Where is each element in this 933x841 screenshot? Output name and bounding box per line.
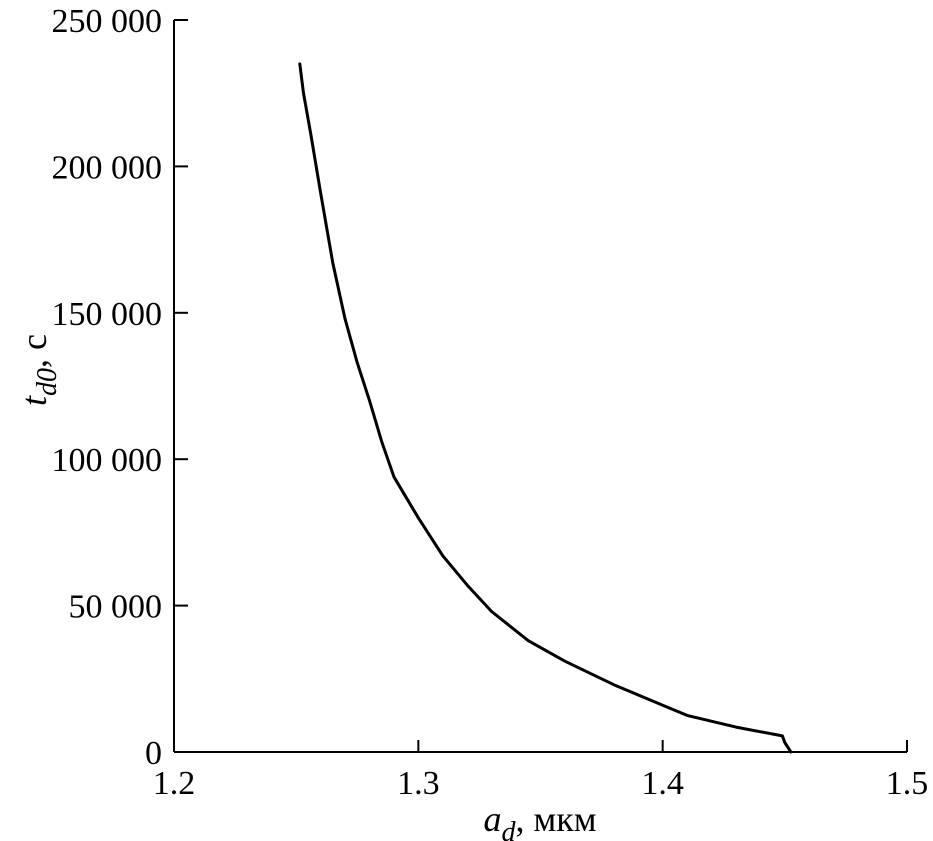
x-axis-label-symbol: a [483,799,501,839]
y-tick-label: 50 000 [69,589,163,626]
x-tick-label: 1.5 [886,765,929,802]
y-axis-label-symbol: t [14,395,54,406]
y-tick-label: 100 000 [52,442,163,479]
plot-series [298,62,793,754]
x-tick-label: 1.3 [397,765,440,802]
y-tick-label: 150 000 [52,296,163,333]
x-tick-label: 1.4 [641,765,684,802]
y-axis-label-unit: , с [14,334,54,368]
y-tick-label: 0 [145,735,162,772]
x-axis-label-subscript: d [501,817,516,841]
y-axis: 0 50 000 100 000 150 000 200 000 250 000 [52,3,188,772]
x-axis: 1.2 1.3 1.4 1.5 [153,740,929,802]
y-axis-label-subscript: d0 [32,368,63,396]
y-tick-label: 200 000 [52,149,163,186]
x-axis-label-unit: , мкм [515,799,596,839]
x-axis-label: ad, мкм [483,799,596,841]
y-tick-label: 250 000 [52,3,163,40]
y-axis-label: td0, с [14,334,63,406]
series-line [298,62,793,754]
x-tick-label: 1.2 [153,765,196,802]
